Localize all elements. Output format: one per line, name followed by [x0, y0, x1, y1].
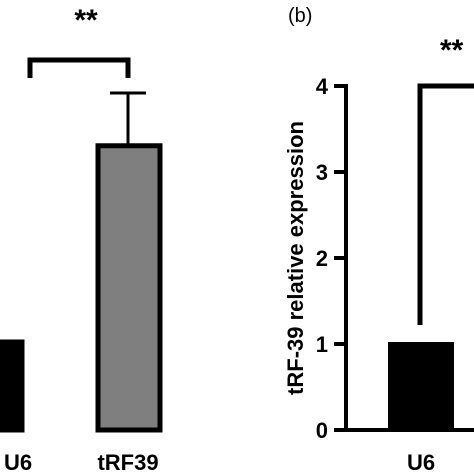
panel-b-y-axis: 0 1 2 3 4: [316, 74, 474, 443]
panel-a-significance-bracket: [27, 57, 131, 78]
panel-b-y-tick-label: 0: [316, 418, 328, 443]
panel-b-y-tick-label: 3: [316, 160, 328, 185]
panel-b-y-tick-label: 4: [316, 74, 329, 99]
panel-b-significance-marker: **: [440, 34, 464, 67]
panel-a-bars: [0, 143, 163, 433]
panel-b-y-tick-label: 2: [316, 246, 328, 271]
panel-a-bar-u6: [0, 339, 25, 433]
panel-b-bars: [388, 342, 454, 432]
panel-a-x-tick-trf39: tRF39: [97, 450, 158, 474]
panel-b-x-tick-labels: U6: [407, 450, 435, 474]
panel-b-significance-bracket: [417, 83, 474, 325]
panel-a-error-bars: [110, 91, 146, 146]
panel-b-y-axis-label: tRF-39 relative expression: [283, 121, 308, 395]
panel-a-x-tick-u6: U6: [4, 450, 32, 474]
panel-b-bar-u6: [388, 342, 454, 432]
panel-a-significance-marker: **: [74, 4, 98, 37]
panel-a: ** U6 tRF39: [0, 4, 163, 474]
panel-a-x-tick-labels: U6 tRF39: [4, 450, 159, 474]
panel-b-y-tick-label: 1: [316, 332, 328, 357]
panel-b-x-tick-u6: U6: [407, 450, 435, 474]
panel-b-label: (b): [288, 5, 312, 27]
panel-a-bar-trf39: [95, 143, 163, 433]
